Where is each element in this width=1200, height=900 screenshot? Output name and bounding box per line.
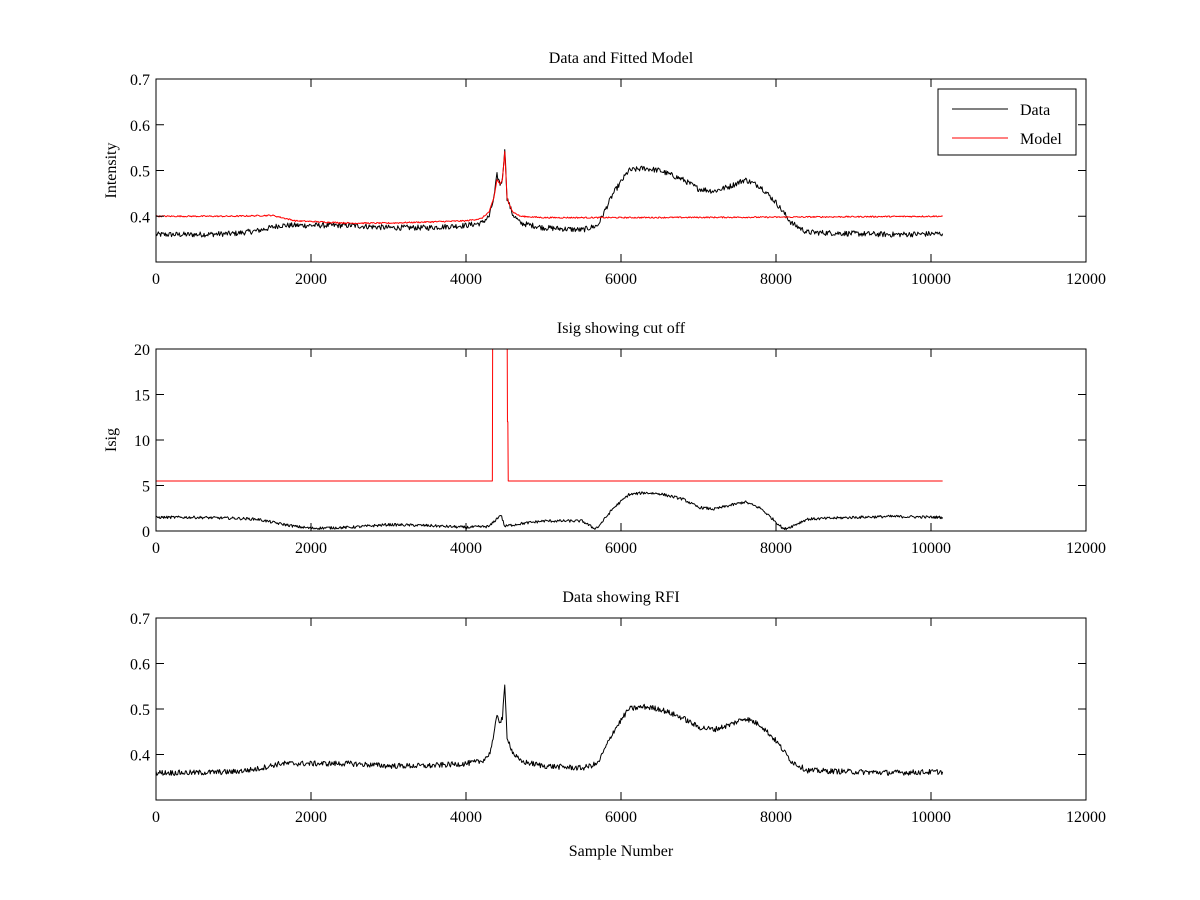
- y-tick-label: 0.5: [130, 702, 150, 719]
- chart-title: Data and Fitted Model: [549, 50, 694, 67]
- series-line-2: [156, 491, 944, 531]
- x-tick-label: 2000: [295, 271, 327, 288]
- y-tick-label: 15: [134, 388, 150, 405]
- x-tick-label: 0: [152, 540, 160, 557]
- series-line-data: [156, 149, 944, 238]
- y-tick-label: 20: [134, 342, 150, 359]
- x-axis-label: Sample Number: [569, 843, 674, 860]
- x-tick-label: 12000: [1066, 271, 1106, 288]
- y-axis-label: Isig: [103, 428, 120, 452]
- legend-label-model: Model: [1020, 131, 1062, 148]
- series-line-1: [156, 684, 944, 776]
- y-tick-label: 0.7: [130, 611, 150, 628]
- x-tick-label: 10000: [911, 271, 951, 288]
- series-group: [156, 684, 944, 776]
- x-tick-label: 4000: [450, 540, 482, 557]
- x-tick-label: 10000: [911, 540, 951, 557]
- y-tick-label: 0.6: [130, 118, 150, 135]
- axes-box: [155, 617, 1087, 801]
- legend: Data Model: [937, 88, 1077, 156]
- x-tick-label: 12000: [1066, 540, 1106, 557]
- chart-panel-2: 0 2000 4000 6000 8000 10000 12000 0 5 10 15 20 Isig …: [103, 320, 1106, 557]
- chart-title: Isig showing cut off: [557, 320, 686, 337]
- x-tick-label: 6000: [605, 271, 637, 288]
- y-tick-label: 10: [134, 433, 150, 450]
- series-group: [156, 149, 944, 238]
- axes-box: [155, 348, 1087, 532]
- y-tick-label: 5: [142, 479, 150, 496]
- x-tick-label: 2000: [295, 809, 327, 826]
- x-tick-label: 12000: [1066, 809, 1106, 826]
- chart-panel-3: 0 2000 4000 6000 8000 10000 12000 0.4 0.5 0.6 0.7 D…: [130, 589, 1106, 860]
- legend-box: [937, 88, 1077, 156]
- x-tick-label: 8000: [760, 271, 792, 288]
- x-tick-label: 8000: [760, 809, 792, 826]
- chart-title: Data showing RFI: [562, 589, 679, 606]
- x-tick-label: 10000: [911, 809, 951, 826]
- y-tick-label: 0.5: [130, 164, 150, 181]
- series-line-model: [156, 151, 943, 225]
- y-tick-label: 0.4: [130, 209, 150, 226]
- series-group: [156, 349, 944, 531]
- x-tick-label: 8000: [760, 540, 792, 557]
- y-axis-label: Intensity: [103, 143, 120, 199]
- y-tick-label: 0.4: [130, 748, 150, 765]
- x-tick-label: 4000: [450, 809, 482, 826]
- y-tick-label: 0.7: [130, 72, 150, 89]
- x-tick-label: 0: [152, 271, 160, 288]
- x-tick-label: 0: [152, 809, 160, 826]
- x-tick-label: 6000: [605, 809, 637, 826]
- y-tick-label: 0.6: [130, 657, 150, 674]
- series-line-1: [156, 349, 943, 482]
- x-tick-label: 6000: [605, 540, 637, 557]
- chart-panel-1: 0 2000 4000 6000 8000 10000 12000 0.4 0.5 0.6 0.7 D…: [103, 50, 1106, 288]
- legend-label-data: Data: [1020, 102, 1050, 119]
- x-tick-label: 4000: [450, 271, 482, 288]
- x-tick-label: 2000: [295, 540, 327, 557]
- y-tick-label: 0: [142, 524, 150, 541]
